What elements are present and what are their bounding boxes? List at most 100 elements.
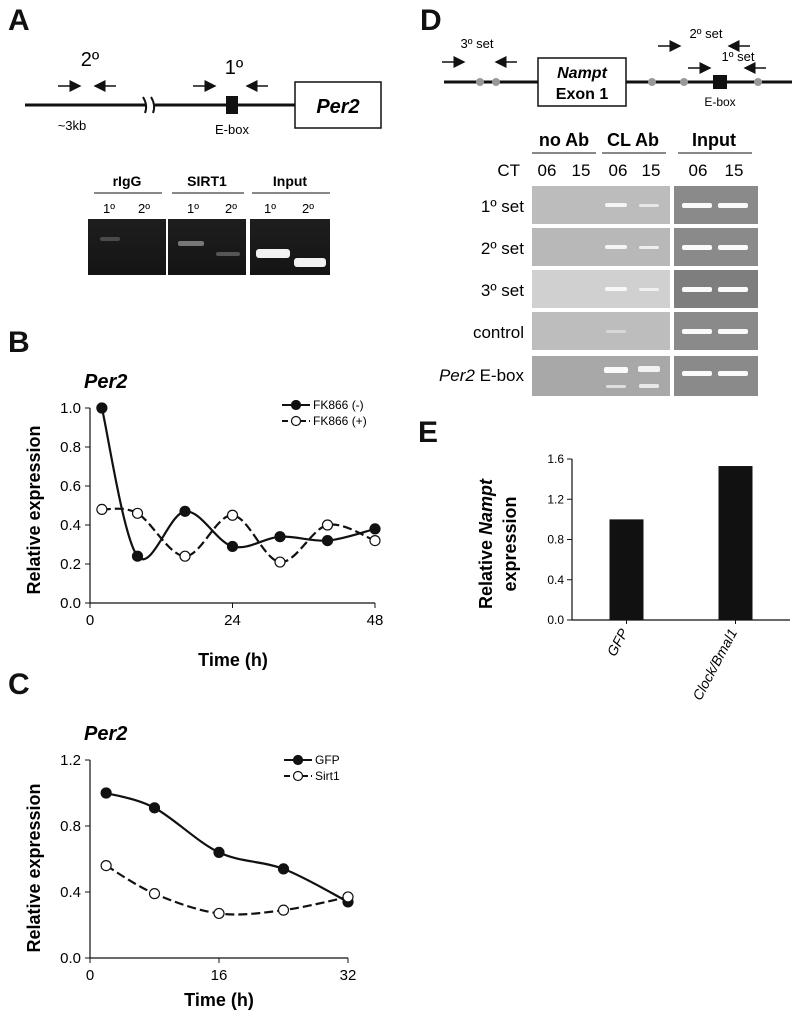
y-axis-label-line2: expression bbox=[500, 496, 520, 591]
chart-title: Per2 bbox=[84, 723, 127, 745]
data-point bbox=[148, 802, 161, 814]
x-tick-label: 32 bbox=[340, 967, 357, 984]
data-point bbox=[179, 505, 191, 517]
row-label: 3º set bbox=[481, 281, 524, 300]
gel-band bbox=[216, 252, 240, 256]
y-tick-label: 0.0 bbox=[60, 950, 81, 967]
gel-row-2 bbox=[532, 228, 758, 266]
data-point bbox=[131, 507, 144, 519]
lane-label: 1º bbox=[264, 201, 276, 216]
data-point bbox=[148, 888, 161, 900]
row-label-rest: E-box bbox=[475, 366, 525, 385]
legend-label: GFP bbox=[315, 753, 340, 767]
y-axis-label-gene: Nampt bbox=[476, 478, 496, 535]
row-label: Per2 E-box bbox=[439, 366, 525, 385]
y-tick-label: 0.6 bbox=[60, 478, 81, 495]
panel-letter-a: A bbox=[8, 4, 30, 37]
panel-letter-b: B bbox=[8, 326, 30, 359]
panel-letter-c: C bbox=[8, 668, 30, 701]
data-point bbox=[213, 846, 225, 858]
nampt-exon-box bbox=[537, 57, 627, 107]
series-line bbox=[100, 407, 376, 561]
data-point bbox=[226, 540, 239, 553]
y-tick-label: 1.2 bbox=[547, 492, 564, 506]
y-axis-label: Relative expression bbox=[24, 783, 44, 952]
y-tick-label: 1.6 bbox=[547, 452, 564, 466]
y-tick-label: 0.2 bbox=[60, 556, 81, 573]
data-point bbox=[179, 550, 191, 562]
ct-value: 15 bbox=[572, 161, 591, 180]
y-tick-label: 1.2 bbox=[60, 752, 81, 769]
x-tick-label: 0 bbox=[86, 612, 94, 629]
x-tick-label: 16 bbox=[211, 967, 228, 984]
per2-gene-label: Per2 bbox=[316, 96, 359, 118]
panel-b-line-chart: Per2 Relative expression Time (h) 0.0 0.2… bbox=[24, 371, 383, 670]
legend-marker bbox=[290, 415, 302, 427]
x-axis-label: Time (h) bbox=[198, 650, 268, 670]
primer-3-label: 3º set bbox=[461, 36, 494, 51]
exon-label: Exon 1 bbox=[556, 86, 609, 103]
distance-label: ~3kb bbox=[58, 118, 87, 133]
lane-label: 2º bbox=[225, 201, 237, 216]
x-tick-label: 24 bbox=[224, 612, 241, 629]
site-dot bbox=[648, 78, 656, 86]
y-tick-label: 0.8 bbox=[547, 533, 564, 547]
data-point bbox=[100, 860, 112, 872]
data-point bbox=[213, 907, 225, 920]
series-line bbox=[105, 864, 349, 916]
data-point bbox=[96, 402, 108, 414]
legend-label: FK866 (+) bbox=[313, 414, 367, 428]
y-tick-label: 0.4 bbox=[60, 517, 81, 534]
y-tick-label: 0.0 bbox=[60, 595, 81, 612]
gel-band bbox=[294, 258, 326, 267]
gel-band bbox=[256, 249, 290, 258]
ebox-box bbox=[226, 96, 238, 114]
nampt-gene-label: Nampt bbox=[557, 65, 607, 82]
data-point bbox=[321, 519, 334, 531]
row-label: 2º set bbox=[481, 239, 524, 258]
panel-e-bar-chart: Relative Nampt expression 0.0 0.4 0.8 1.2 1.… bbox=[476, 452, 790, 703]
ct-value: 15 bbox=[642, 161, 661, 180]
data-point bbox=[342, 891, 354, 903]
y-tick-label: 0.4 bbox=[547, 573, 564, 587]
lane-label: 1º bbox=[187, 201, 199, 216]
row-label: control bbox=[473, 323, 524, 342]
legend-label: FK866 (-) bbox=[313, 398, 364, 412]
gel-row-1 bbox=[532, 186, 758, 224]
data-point bbox=[131, 550, 144, 562]
data-point bbox=[274, 531, 286, 543]
ebox-label: E-box bbox=[704, 95, 735, 109]
y-tick-label: 0.0 bbox=[547, 613, 564, 627]
panel-letter-d: D bbox=[420, 4, 442, 37]
y-tick-label: 0.4 bbox=[60, 884, 81, 901]
y-axis-label: Relative expression bbox=[24, 425, 44, 594]
gel-group-input: Input bbox=[273, 173, 308, 189]
legend-marker bbox=[290, 399, 302, 411]
panel-a-schematic: Per2 E-box ~3kb 2º 1º rIgG SIRT1 Input 1… bbox=[25, 49, 382, 275]
data-point bbox=[100, 787, 112, 799]
lane-label: 1º bbox=[103, 201, 115, 216]
bar bbox=[609, 519, 644, 620]
site-dot bbox=[492, 78, 500, 86]
series-line bbox=[105, 791, 349, 903]
group-cl-ab: CL Ab bbox=[607, 130, 659, 150]
primer-1-label: 1º bbox=[225, 57, 244, 79]
gel-band bbox=[178, 241, 204, 246]
y-tick-label: 0.8 bbox=[60, 818, 81, 835]
primer-2-label: 2º set bbox=[690, 26, 723, 41]
data-point bbox=[226, 509, 239, 521]
site-dot bbox=[754, 78, 762, 86]
x-tick-label: GFP bbox=[604, 625, 632, 659]
ebox-box bbox=[713, 75, 727, 89]
ct-value: 06 bbox=[538, 161, 557, 180]
ct-value: 06 bbox=[609, 161, 628, 180]
legend-marker bbox=[292, 754, 304, 766]
ebox-label: E-box bbox=[215, 122, 249, 137]
bar bbox=[718, 466, 753, 620]
gel-rigg bbox=[88, 219, 166, 275]
legend-marker bbox=[292, 770, 304, 782]
per2-gene-box bbox=[294, 81, 382, 129]
panel-d-chip: Nampt Exon 1 E-box 3º set 2º set 1º set … bbox=[439, 26, 792, 396]
group-input: Input bbox=[692, 130, 736, 150]
data-point bbox=[277, 904, 290, 916]
